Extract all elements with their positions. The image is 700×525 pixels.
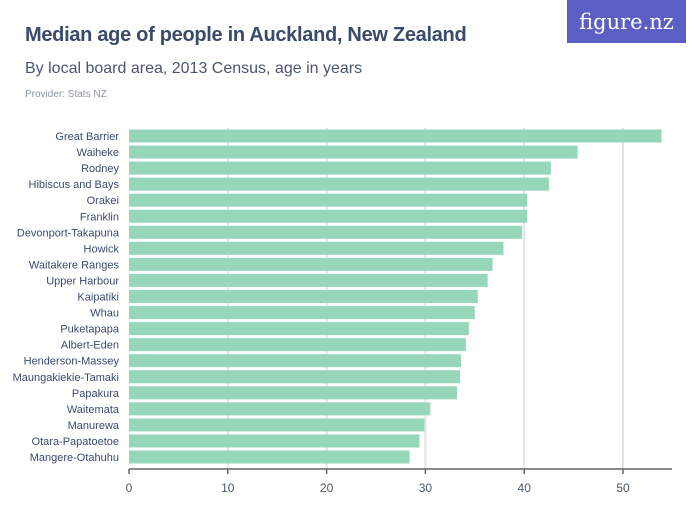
category-label: Papakura	[72, 388, 120, 400]
bar	[129, 290, 478, 303]
category-label: Orakei	[87, 195, 119, 207]
bar	[129, 306, 475, 320]
category-label: Maungakiekie-Tamaki	[13, 372, 119, 384]
bar	[129, 450, 410, 464]
category-label: Upper Harbour	[46, 275, 119, 287]
category-label: Waitakere Ranges	[29, 259, 120, 271]
x-tick-label: 10	[221, 481, 235, 495]
bar	[129, 354, 461, 368]
bar	[129, 225, 523, 239]
x-tick-label: 40	[518, 481, 532, 495]
category-label: Albert-Eden	[61, 340, 119, 352]
chart-subtitle: By local board area, 2013 Census, age in…	[25, 60, 363, 77]
bar	[129, 370, 460, 384]
category-label: Waiheke	[77, 147, 119, 159]
x-tick-label: 50	[616, 481, 630, 495]
chart-title: Median age of people in Auckland, New Ze…	[25, 24, 467, 46]
provider-label: Provider: Stats NZ	[25, 89, 107, 100]
category-label: Hibiscus and Bays	[29, 179, 120, 191]
category-label: Kaipatiki	[77, 292, 119, 304]
bar	[129, 402, 431, 416]
category-label: Rodney	[81, 163, 119, 175]
bar	[129, 129, 662, 143]
category-label: Otara-Papatoetoe	[32, 436, 119, 448]
category-label: Franklin	[80, 211, 119, 223]
category-label: Henderson-Massey	[24, 356, 120, 368]
x-tick-label: 0	[126, 481, 133, 495]
bar	[129, 177, 549, 191]
category-label: Puketapapa	[60, 324, 120, 336]
x-tick-label: 30	[419, 481, 433, 495]
category-label: Devonport-Takapuna	[17, 227, 120, 239]
x-tick-label: 20	[320, 481, 334, 495]
category-label: Whau	[90, 308, 119, 320]
category-label: Mangere-Otahuhu	[30, 452, 119, 464]
bar	[129, 145, 578, 159]
category-label: Howick	[84, 243, 120, 255]
category-label: Manurewa	[68, 420, 120, 432]
bar	[129, 193, 528, 207]
bar	[129, 209, 528, 223]
bar	[129, 386, 458, 400]
bar	[129, 322, 469, 336]
category-label: Waitemata	[67, 404, 120, 416]
bar	[129, 241, 504, 255]
bar	[129, 273, 488, 287]
bar	[129, 257, 493, 271]
bar	[129, 338, 466, 352]
bar	[129, 161, 551, 175]
bar	[129, 418, 425, 432]
category-label: Great Barrier	[55, 131, 119, 143]
figure-nz-logo[interactable]: figure.nz	[567, 0, 686, 43]
bar	[129, 434, 420, 448]
